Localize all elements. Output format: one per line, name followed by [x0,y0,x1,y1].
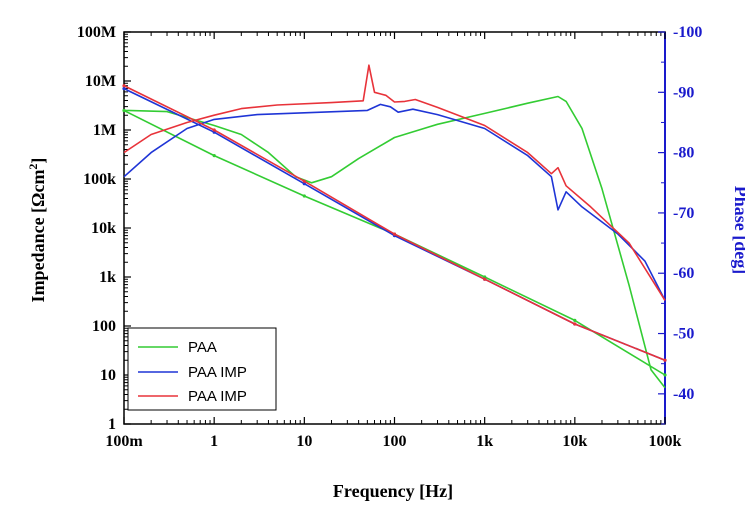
legend-label-paa-imp-red: PAA IMP [188,388,247,405]
x-tick-label: 100k [649,433,682,450]
data-point [302,182,306,186]
series-line-3-phase [123,103,666,301]
y-left-tick-label: 100k [83,171,116,188]
y-left-tick-label: 100M [77,24,116,41]
y-left-axis-title: Impedance [Ωcm2] [26,158,48,303]
axes-layer: 100m 1 10 100 1k 10k 100k1101001k10k100k1M10M1… [77,24,702,450]
series-line-4-impedance [123,84,666,361]
y-left-tick-label: 10 [100,367,116,384]
data-point [663,373,667,377]
y-left-tick-label: 10k [91,220,116,237]
x-axis-title: Frequency [Hz] [333,481,453,501]
y-right-tick-label: -60 [673,265,694,282]
legend-label-paa: PAA [188,339,217,356]
data-point [122,84,126,88]
data-point [302,194,306,198]
data-point [302,179,306,183]
x-tick-label: 100 [383,433,407,450]
data-point [212,130,216,134]
y-left-axis-title-main: Impedance [Ωcm [28,170,48,303]
y-left-tick-label: 100 [92,318,116,335]
y-right-tick-label: -40 [673,386,694,403]
series-line-5-phase [123,64,666,301]
series-line-1-phase [123,95,666,389]
x-tick-label: 1k [476,433,493,450]
y-left-tick-label: 10M [85,73,116,90]
data-point [663,358,667,362]
data-point [573,318,577,322]
series-line-2-impedance [123,87,666,361]
y-right-tick-label: -100 [673,24,702,41]
data-point [122,87,126,91]
y-left-axis-title-close: ] [28,158,48,164]
y-right-tick-label: -90 [673,84,694,101]
y-right-axis-title: Phase [deg] [731,186,745,275]
x-tick-label: 1 [210,433,218,450]
x-tick-label: 100m [105,433,143,450]
x-tick-label: 10k [562,433,587,450]
x-tick-label: 10 [296,433,312,450]
legend: PAA PAA IMP PAA IMP [127,327,277,411]
y-right-tick-label: -70 [673,205,694,222]
y-right-tick-label: -80 [673,145,694,162]
data-point [483,275,487,279]
y-left-tick-label: 1k [99,269,116,286]
data-point [212,154,216,158]
data-point [212,128,216,132]
y-left-tick-label: 1 [108,416,116,433]
data-point [392,232,397,236]
y-right-tick-label: -50 [673,326,694,343]
data-point [573,322,577,326]
series-layer [122,64,667,389]
y-left-tick-label: 1M [93,122,116,139]
y-left-axis-title-superscript: 2 [26,164,40,170]
data-point [483,277,487,281]
legend-label-paa-imp-blue: PAA IMP [188,364,247,381]
